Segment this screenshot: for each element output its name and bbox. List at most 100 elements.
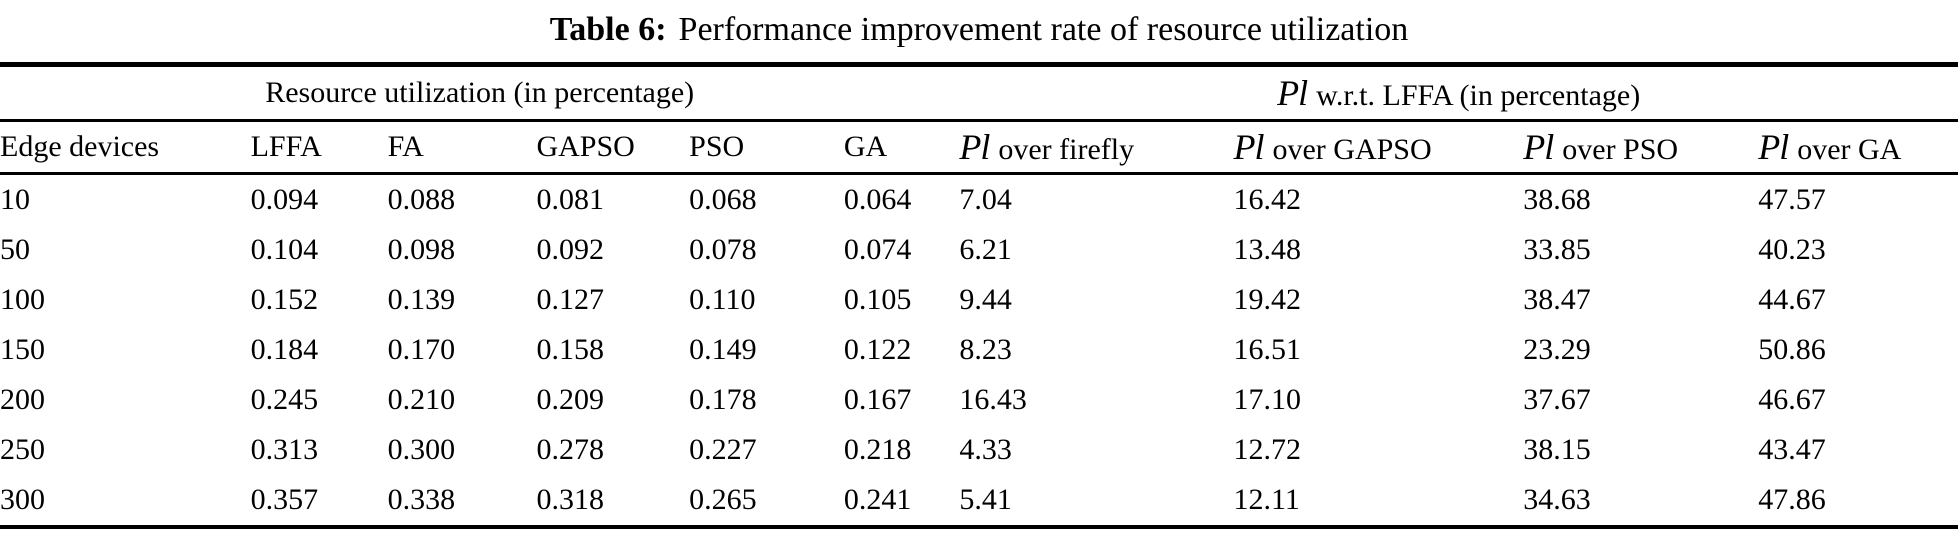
cell-edge-devices: 10 [0, 183, 30, 216]
table-cell: 6.21 [959, 233, 1012, 266]
table-cell: 50.86 [1758, 333, 1826, 366]
pi-symbol: Pl [959, 127, 990, 167]
pi-symbol: Pl [1277, 73, 1308, 113]
table-cell: 0.105 [843, 283, 912, 316]
group-header-row: Resource utilization (in percentage) Pl w… [0, 64, 1958, 122]
table-cell: 16.43 [959, 383, 1027, 416]
table-cell: 33.85 [1523, 233, 1591, 266]
table-cell: 0.227 [689, 433, 757, 466]
table-cell: 0.210 [387, 383, 456, 416]
col-header-pi-over-pso: Pl over PSO [1523, 120, 1759, 175]
table-cell: 0.078 [689, 233, 757, 266]
cell-edge-devices: 250 [0, 433, 45, 466]
table-cell: 5.41 [959, 483, 1012, 516]
table-cell: 0.184 [250, 333, 319, 366]
table-row: 50 0.104 0.098 0.092 0.078 0.074 6.21 13… [0, 225, 1958, 275]
col-header-pi-over-firefly: Pl over firefly [959, 120, 1234, 175]
table-cell: 0.318 [536, 483, 604, 516]
table-cell: 13.48 [1233, 233, 1301, 266]
table-cell: 23.29 [1523, 333, 1591, 366]
table-cell: 38.47 [1523, 283, 1591, 316]
table-cell: 0.209 [536, 383, 604, 416]
table-cell: 0.081 [536, 183, 604, 216]
pi-symbol: Pl [1523, 127, 1554, 167]
table-cell: 0.094 [250, 183, 319, 216]
cell-edge-devices: 150 [0, 333, 45, 366]
table-cell: 0.104 [250, 233, 319, 266]
table-cell: 0.074 [843, 233, 912, 266]
table-cell: 47.57 [1758, 183, 1826, 216]
table-cell: 0.265 [689, 483, 757, 516]
cell-edge-devices: 300 [0, 483, 45, 516]
table-cell: 44.67 [1758, 283, 1826, 316]
group-header-pi-wrt-lffa: Pl w.r.t. LFFA (in percentage) [959, 64, 1958, 122]
table-row: 150 0.184 0.170 0.158 0.149 0.122 8.23 1… [0, 325, 1958, 375]
col-header-ga: GA [843, 120, 960, 175]
table-cell: 0.152 [250, 283, 319, 316]
table-cell: 0.167 [843, 383, 912, 416]
table-cell: 4.33 [959, 433, 1012, 466]
group-header-text: Resource utilization (in percentage) [265, 76, 695, 109]
cell-edge-devices: 200 [0, 383, 45, 416]
cell-edge-devices: 50 [0, 233, 30, 266]
table-cell: 0.357 [250, 483, 319, 516]
column-header-row: Edge devices LFFA FA GAPSO PSO GA Pl over… [0, 120, 1958, 175]
table-cell: 0.245 [250, 383, 319, 416]
results-table: Resource utilization (in percentage) Pl w… [0, 62, 1958, 529]
table-row: 200 0.245 0.210 0.209 0.178 0.167 16.43 … [0, 375, 1958, 425]
table-cell: 0.300 [387, 433, 456, 466]
table-cell: 0.122 [843, 333, 912, 366]
table-cell: 0.278 [536, 433, 604, 466]
col-header-edge-devices: Edge devices [0, 120, 251, 175]
table-cell: 0.313 [250, 433, 319, 466]
table-caption: Table 6: Performance improvement rate of … [0, 0, 1958, 62]
col-header-text: over GA [1797, 133, 1902, 166]
table-cell: 0.241 [843, 483, 912, 516]
table-cell: 0.088 [387, 183, 456, 216]
table-cell: 38.15 [1523, 433, 1591, 466]
table-cell: 0.178 [689, 383, 757, 416]
col-header-text: over GAPSO [1272, 133, 1432, 166]
table-cell: 38.68 [1523, 183, 1591, 216]
table-cell: 9.44 [959, 283, 1012, 316]
table-cell: 0.338 [387, 483, 456, 516]
table-cell: 0.098 [387, 233, 456, 266]
table-cell: 12.11 [1233, 483, 1300, 516]
table-row: 250 0.313 0.300 0.278 0.227 0.218 4.33 1… [0, 425, 1958, 475]
pi-symbol: Pl [1758, 127, 1789, 167]
caption-label: Table 6: [549, 11, 667, 48]
table-cell: 0.170 [387, 333, 456, 366]
table-cell: 37.67 [1523, 383, 1591, 416]
table-cell: 0.110 [689, 283, 756, 316]
table-cell: 46.67 [1758, 383, 1826, 416]
table-cell: 0.127 [536, 283, 604, 316]
table-cell: 0.064 [843, 183, 912, 216]
col-header-fa: FA [387, 120, 537, 175]
cell-edge-devices: 100 [0, 283, 45, 316]
table-cell: 0.068 [689, 183, 757, 216]
table-cell: 19.42 [1233, 283, 1301, 316]
group-header-resource-utilization: Resource utilization (in percentage) [0, 64, 960, 122]
table-cell: 43.47 [1758, 433, 1826, 466]
table-cell: 0.149 [689, 333, 757, 366]
table-row: 10 0.094 0.088 0.081 0.068 0.064 7.04 16… [0, 174, 1958, 226]
col-header-gapso: GAPSO [536, 120, 690, 175]
col-header-lffa: LFFA [250, 120, 388, 175]
col-header-pso: PSO [689, 120, 844, 175]
table-cell: 0.139 [387, 283, 456, 316]
table-cell: 7.04 [959, 183, 1012, 216]
table-cell: 17.10 [1233, 383, 1301, 416]
table-cell: 40.23 [1758, 233, 1826, 266]
table-cell: 47.86 [1758, 483, 1826, 516]
col-header-pi-over-gapso: Pl over GAPSO [1233, 120, 1524, 175]
col-header-text: over PSO [1562, 133, 1679, 166]
table-cell: 16.42 [1233, 183, 1301, 216]
table-row: 300 0.357 0.338 0.318 0.265 0.241 5.41 1… [0, 475, 1958, 527]
table-cell: 16.51 [1233, 333, 1301, 366]
pi-symbol: Pl [1233, 127, 1264, 167]
caption-text: Performance improvement rate of resource… [678, 11, 1409, 48]
table-cell: 0.158 [536, 333, 604, 366]
table-cell: 12.72 [1233, 433, 1301, 466]
col-header-pi-over-ga: Pl over GA [1758, 120, 1958, 175]
